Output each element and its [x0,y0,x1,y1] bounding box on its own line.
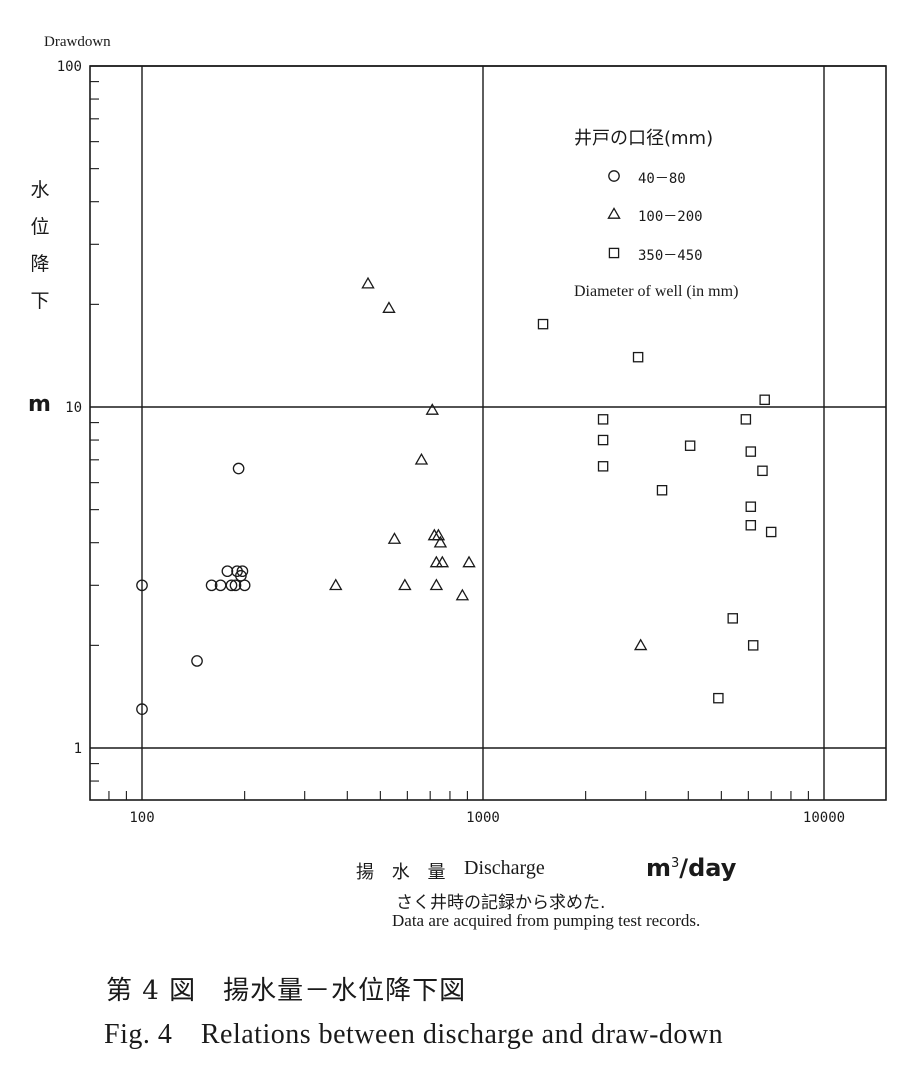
data-point-circle [238,579,251,592]
y-axis-label: Drawdown [44,34,111,50]
x-axis-unit: m3/day [646,854,736,882]
data-point-triangle [433,535,448,548]
point-layer [136,276,777,715]
legend-title: 井戸の口径(mm) [574,128,714,149]
legend-marker-triangle [607,207,621,219]
data-point-square [597,434,609,446]
tick-layer [90,81,809,800]
data-point-square [757,465,768,477]
data-point-square [537,318,549,330]
x-tick-label: 100 [129,810,154,826]
y-axis-unit: m [28,392,51,417]
data-point-circle [191,655,203,667]
legend-label-circle: 40－80 [638,171,686,187]
data-point-triangle [429,555,444,568]
data-point-triangle [329,578,343,591]
data-point-circle [221,565,234,578]
y-tick-label: 10 [65,400,82,416]
data-point-triangle [414,452,429,465]
x-unit-exponent: 3 [671,856,680,871]
data-point-square [745,520,757,531]
data-point-triangle [361,276,375,289]
tick-label-layer: 100 1000 10000 1 10 100 [57,59,845,826]
data-point-square [747,640,759,651]
data-point-square [765,526,777,538]
data-point-triangle [425,403,439,415]
data-point-square [745,501,757,512]
data-point-circle [236,565,249,578]
data-point-triangle [435,555,450,568]
legend-marker-layer [607,170,621,259]
y-axis-label-jp: 水位降下 [30,179,50,312]
data-point-triangle [382,301,396,313]
data-point-square [727,613,738,624]
legend-marker-circle [608,170,620,182]
y-tick-label: 1 [74,741,82,757]
data-point-square [597,461,609,472]
data-point-circle [136,703,148,715]
data-point-square [713,692,724,704]
data-point-triangle [429,578,444,591]
data-point-circle [225,579,238,592]
data-point-triangle [462,555,476,568]
data-point-circle [136,579,148,592]
data-point-triangle [387,532,402,544]
data-point-square [740,414,752,425]
x-tick-label: 1000 [466,810,500,826]
data-point-triangle [633,638,648,651]
figure-caption-jp: 第 4 図 揚水量－水位降下図 [106,976,467,1006]
x-axis-label-jp: 揚 水 量 [356,862,452,883]
note-en: Data are acquired from pumping test reco… [392,911,701,930]
x-unit-rest: /day [679,854,737,882]
data-point-circle [205,579,218,592]
y-tick-label: 100 [57,59,82,75]
figure-caption-en: Fig. 4 Relations between discharge and d… [104,1019,724,1050]
note-jp: さく井時の記録から求めた. [396,893,606,913]
data-point-square [632,351,644,363]
data-point-square [759,394,770,406]
legend-label-triangle: 100－200 [638,209,703,225]
data-point-triangle [455,588,470,601]
grid-layer [89,65,887,801]
data-point-triangle [398,578,412,591]
plot-frame [89,65,887,801]
x-unit-base: m [646,854,672,882]
data-point-square [597,414,609,425]
x-axis-label: Discharge [464,857,545,879]
data-point-square [684,440,696,451]
x-tick-label: 10000 [803,810,845,826]
data-point-square [745,446,757,457]
data-point-circle [229,579,242,592]
data-point-square [656,484,668,496]
legend-subtitle: Diameter of well (in mm) [574,283,739,300]
legend-marker-square [608,247,620,259]
legend-label-square: 350－450 [638,248,703,264]
data-point-circle [232,462,245,475]
